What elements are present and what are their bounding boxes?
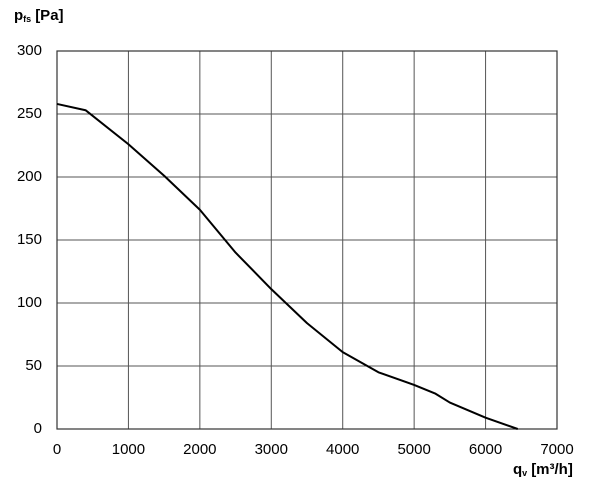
plot-frame [56,50,558,430]
y-tick-label: 300 [17,42,42,59]
x-tick-label: 2000 [183,441,216,458]
x-tick-label: 4000 [326,441,359,458]
y-tick-label: 100 [17,294,42,311]
curve [56,102,519,430]
x-tick-label: 0 [53,441,61,458]
x-tick-label: 1000 [112,441,145,458]
y-tick-label: 0 [34,420,42,437]
y-tick-label: 50 [25,357,42,374]
y-tick-label: 250 [17,105,42,122]
x-tick-label: 6000 [469,441,502,458]
x-axis-label: qv [m³/h] [513,461,573,478]
x-tick-label: 5000 [397,441,430,458]
x-tick-label: 7000 [540,441,573,458]
y-axis-label: pfs [Pa] [14,7,64,24]
y-tick-label: 200 [17,168,42,185]
x-tick-label: 3000 [255,441,288,458]
y-tick-label: 150 [17,231,42,248]
